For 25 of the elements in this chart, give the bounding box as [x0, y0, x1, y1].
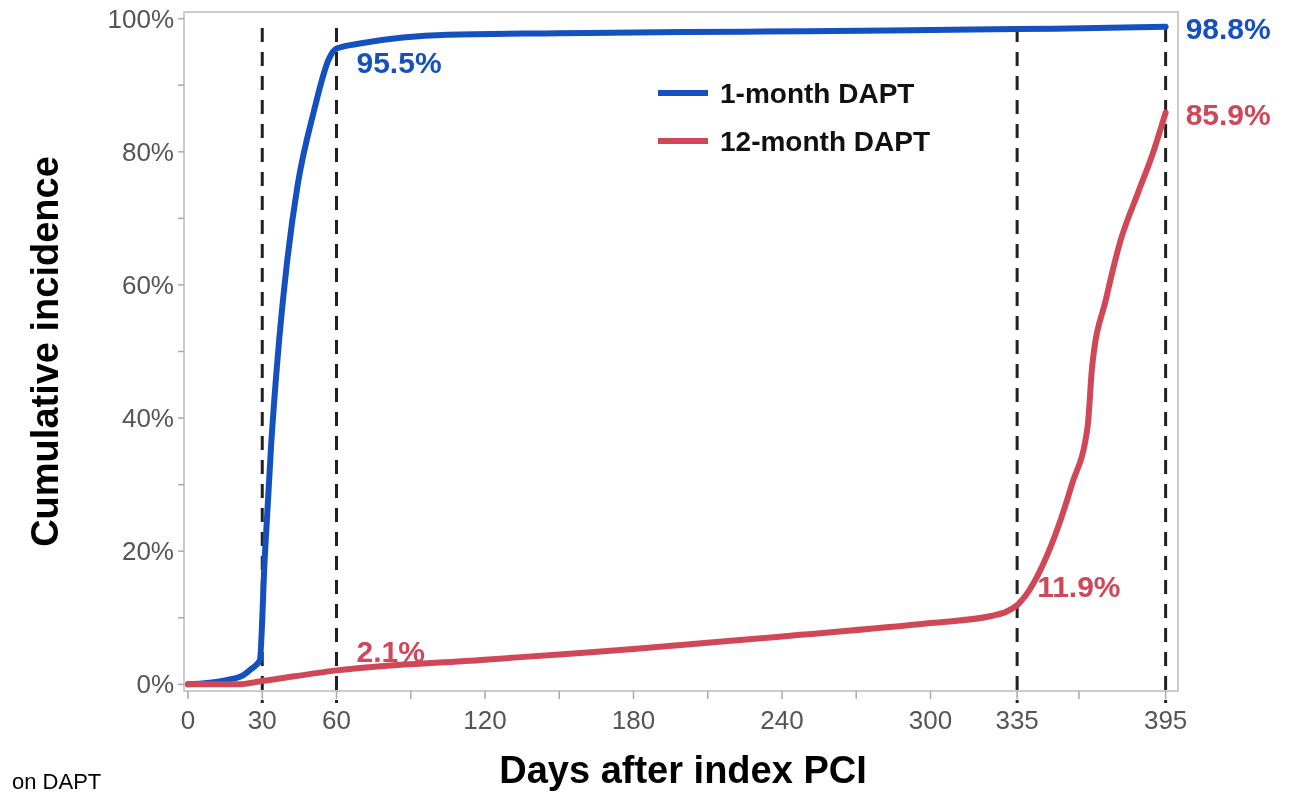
data-label: 11.9%	[1037, 570, 1121, 604]
x-tick-label: 300	[908, 705, 953, 735]
x-tick-label: 180	[611, 705, 656, 735]
y-tick-label: 0%	[136, 669, 174, 700]
data-label: 98.8%	[1185, 11, 1271, 45]
data-label: 85.9%	[1185, 97, 1271, 131]
x-tick-label: 120	[463, 705, 507, 735]
x-axis-title: Days after index PCI	[499, 749, 867, 791]
y-axis-title: Cumulative incidence	[24, 156, 66, 547]
x-tick-label: 395	[1143, 705, 1188, 735]
y-tick-label: 60%	[121, 270, 174, 301]
x-tick-label: 30	[247, 705, 277, 735]
text: on DAPT	[12, 769, 102, 794]
data-label: 95.5%	[356, 45, 442, 79]
x-tick-label: 60	[322, 705, 351, 735]
legend-label: 12-month DAPT	[720, 125, 930, 157]
y-tick-label: 100%	[107, 3, 174, 34]
x-tick-label: 335	[995, 705, 1039, 735]
x-tick-label: 0	[180, 705, 196, 735]
data-label: 2.1%	[356, 635, 425, 669]
legend-label: 1-month DAPT	[720, 77, 915, 109]
x-tick-label: 240	[760, 705, 804, 735]
y-tick-label: 40%	[121, 403, 174, 434]
y-tick-label: 20%	[121, 536, 174, 567]
y-tick-label: 80%	[121, 136, 174, 167]
